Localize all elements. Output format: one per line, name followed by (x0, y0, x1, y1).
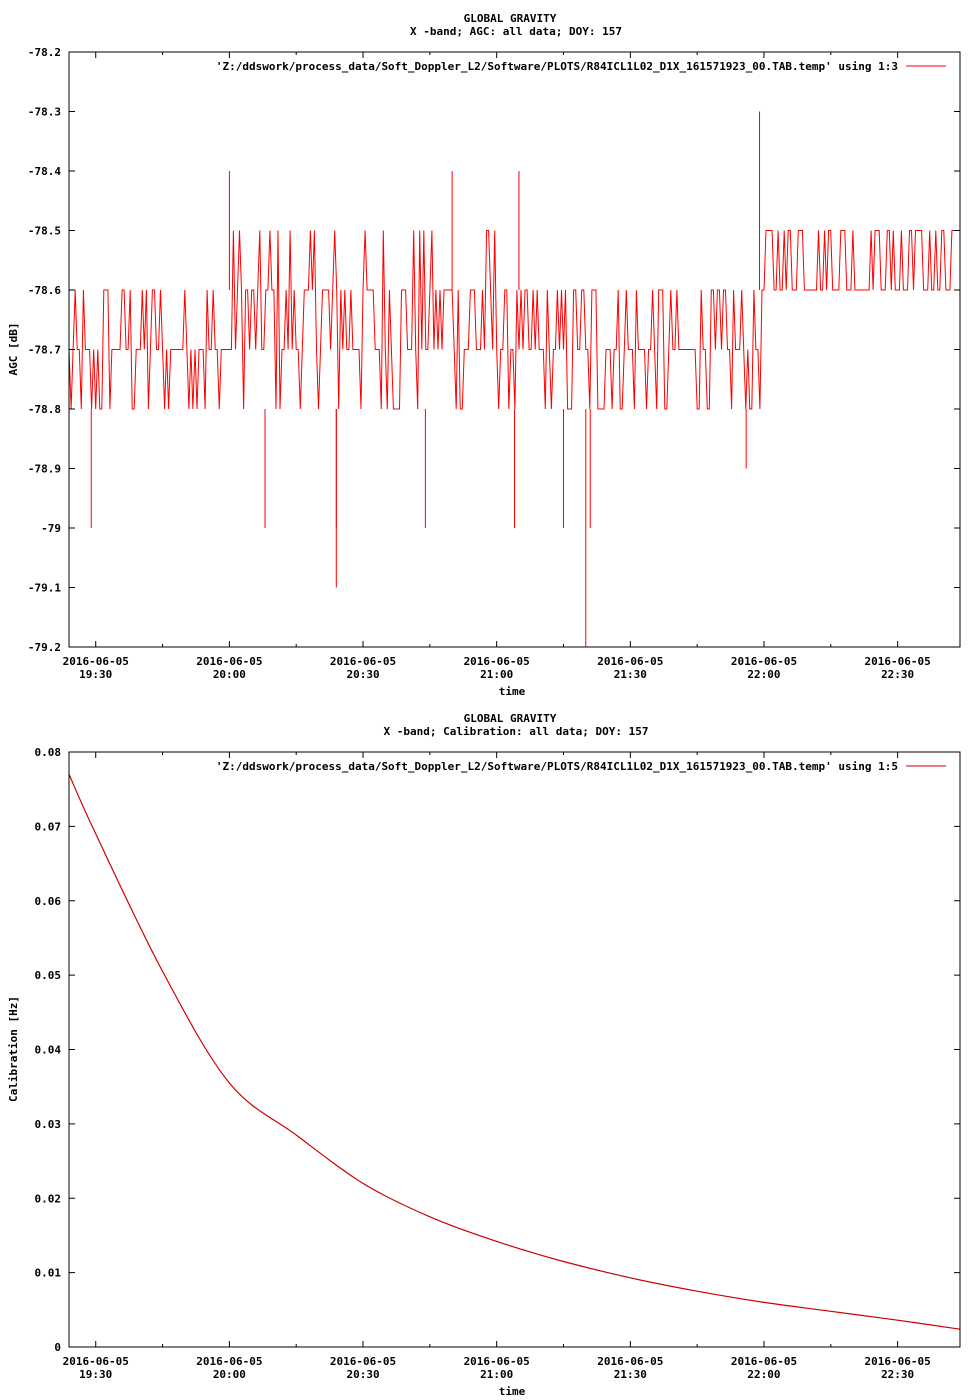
x-tick-time-label: 22:00 (747, 1368, 780, 1381)
chart-1-subtitle: X -band; AGC: all data; DOY: 157 (410, 25, 622, 38)
y-tick-label: -78.3 (28, 106, 61, 119)
y-tick-label: 0.07 (35, 820, 62, 833)
y-tick-label: -78.4 (28, 165, 61, 178)
x-tick-date-label: 2016-06-05 (597, 655, 663, 668)
x-tick-date-label: 2016-06-05 (196, 655, 262, 668)
agc-chart-panel: GLOBAL GRAVITY X -band; AGC: all data; D… (7, 12, 961, 698)
y-tick-label: -78.7 (28, 344, 61, 357)
x-tick-time-label: 19:30 (79, 1368, 112, 1381)
chart-2-subtitle: X -band; Calibration: all data; DOY: 157 (384, 725, 649, 738)
y-tick-label: -78.8 (28, 403, 61, 416)
chart-2-legend-label: 'Z:/ddswork/process_data/Soft_Doppler_L2… (216, 760, 898, 773)
x-tick-date-label: 2016-06-05 (865, 655, 931, 668)
x-tick-time-label: 20:30 (346, 1368, 379, 1381)
y-tick-label: -79 (41, 522, 61, 535)
x-tick-date-label: 2016-06-05 (63, 655, 129, 668)
chart-1-series-layer (68, 111, 958, 647)
y-tick-label: 0.01 (35, 1267, 62, 1280)
x-tick-time-label: 20:00 (213, 1368, 246, 1381)
chart-2-xlabel: time (499, 1385, 526, 1398)
chart-1-ylabel: AGC [dB] (7, 323, 20, 376)
chart-1-legend-label: 'Z:/ddswork/process_data/Soft_Doppler_L2… (216, 60, 898, 73)
chart-1-xlabel: time (499, 685, 526, 698)
y-tick-label: 0 (54, 1341, 61, 1354)
y-tick-label: -78.6 (28, 284, 61, 297)
chart-2-title: GLOBAL GRAVITY (464, 712, 557, 725)
x-tick-time-label: 22:30 (881, 668, 914, 681)
x-tick-time-label: 20:30 (346, 668, 379, 681)
y-tick-label: -78.9 (28, 463, 61, 476)
x-tick-date-label: 2016-06-05 (731, 1355, 797, 1368)
x-tick-time-label: 21:00 (480, 1368, 513, 1381)
chart-2-ylabel: Calibration [Hz] (7, 996, 20, 1102)
x-tick-date-label: 2016-06-05 (865, 1355, 931, 1368)
x-tick-time-label: 21:30 (614, 1368, 647, 1381)
x-tick-date-label: 2016-06-05 (597, 1355, 663, 1368)
y-tick-label: -79.2 (28, 641, 61, 654)
y-tick-label: -78.5 (28, 225, 61, 238)
chart-1-title: GLOBAL GRAVITY (464, 12, 557, 25)
x-tick-date-label: 2016-06-05 (330, 1355, 396, 1368)
chart-1-legend: 'Z:/ddswork/process_data/Soft_Doppler_L2… (216, 60, 946, 73)
chart-1-y-axis: -78.2 -78.3 -78.4 -78.5 -78.6 -78.7 -78.8 -78.9… (28, 46, 960, 654)
y-tick-label: -78.2 (28, 46, 61, 59)
x-tick-date-label: 2016-06-05 (63, 1355, 129, 1368)
chart-1-x-axis: 2016-06-0519:302016-06-0520:002016-06-05… (63, 52, 931, 681)
y-tick-label: 0.05 (35, 969, 62, 982)
y-tick-label: 0.02 (35, 1192, 62, 1205)
x-tick-time-label: 22:00 (747, 668, 780, 681)
chart-2-plot-border (68, 751, 961, 1348)
x-tick-date-label: 2016-06-05 (196, 1355, 262, 1368)
y-tick-label: 0.03 (35, 1118, 62, 1131)
x-tick-date-label: 2016-06-05 (464, 655, 530, 668)
chart-2-y-axis: 0.08 0.07 0.06 0.05 0.04 0.03 0.02 0.01 0 (35, 746, 960, 1354)
y-tick-label: -79.1 (28, 582, 61, 595)
x-tick-date-label: 2016-06-05 (464, 1355, 530, 1368)
x-tick-time-label: 21:00 (480, 668, 513, 681)
y-tick-label: 0.04 (35, 1044, 62, 1057)
chart-2-x-axis: 2016-06-0519:302016-06-0520:002016-06-05… (63, 752, 931, 1381)
chart-2-series-layer (68, 774, 961, 1330)
x-tick-time-label: 20:00 (213, 668, 246, 681)
y-tick-label: 0.08 (35, 746, 62, 759)
x-tick-date-label: 2016-06-05 (731, 655, 797, 668)
calibration-chart-panel: GLOBAL GRAVITY X -band; Calibration: all… (7, 712, 961, 1398)
x-tick-time-label: 22:30 (881, 1368, 914, 1381)
chart-2-legend: 'Z:/ddswork/process_data/Soft_Doppler_L2… (216, 760, 946, 773)
x-tick-date-label: 2016-06-05 (330, 655, 396, 668)
chart-1-series-line (68, 230, 958, 410)
y-tick-label: 0.06 (35, 895, 62, 908)
x-tick-time-label: 21:30 (614, 668, 647, 681)
chart-2-series-line (68, 774, 961, 1330)
x-tick-time-label: 19:30 (79, 668, 112, 681)
